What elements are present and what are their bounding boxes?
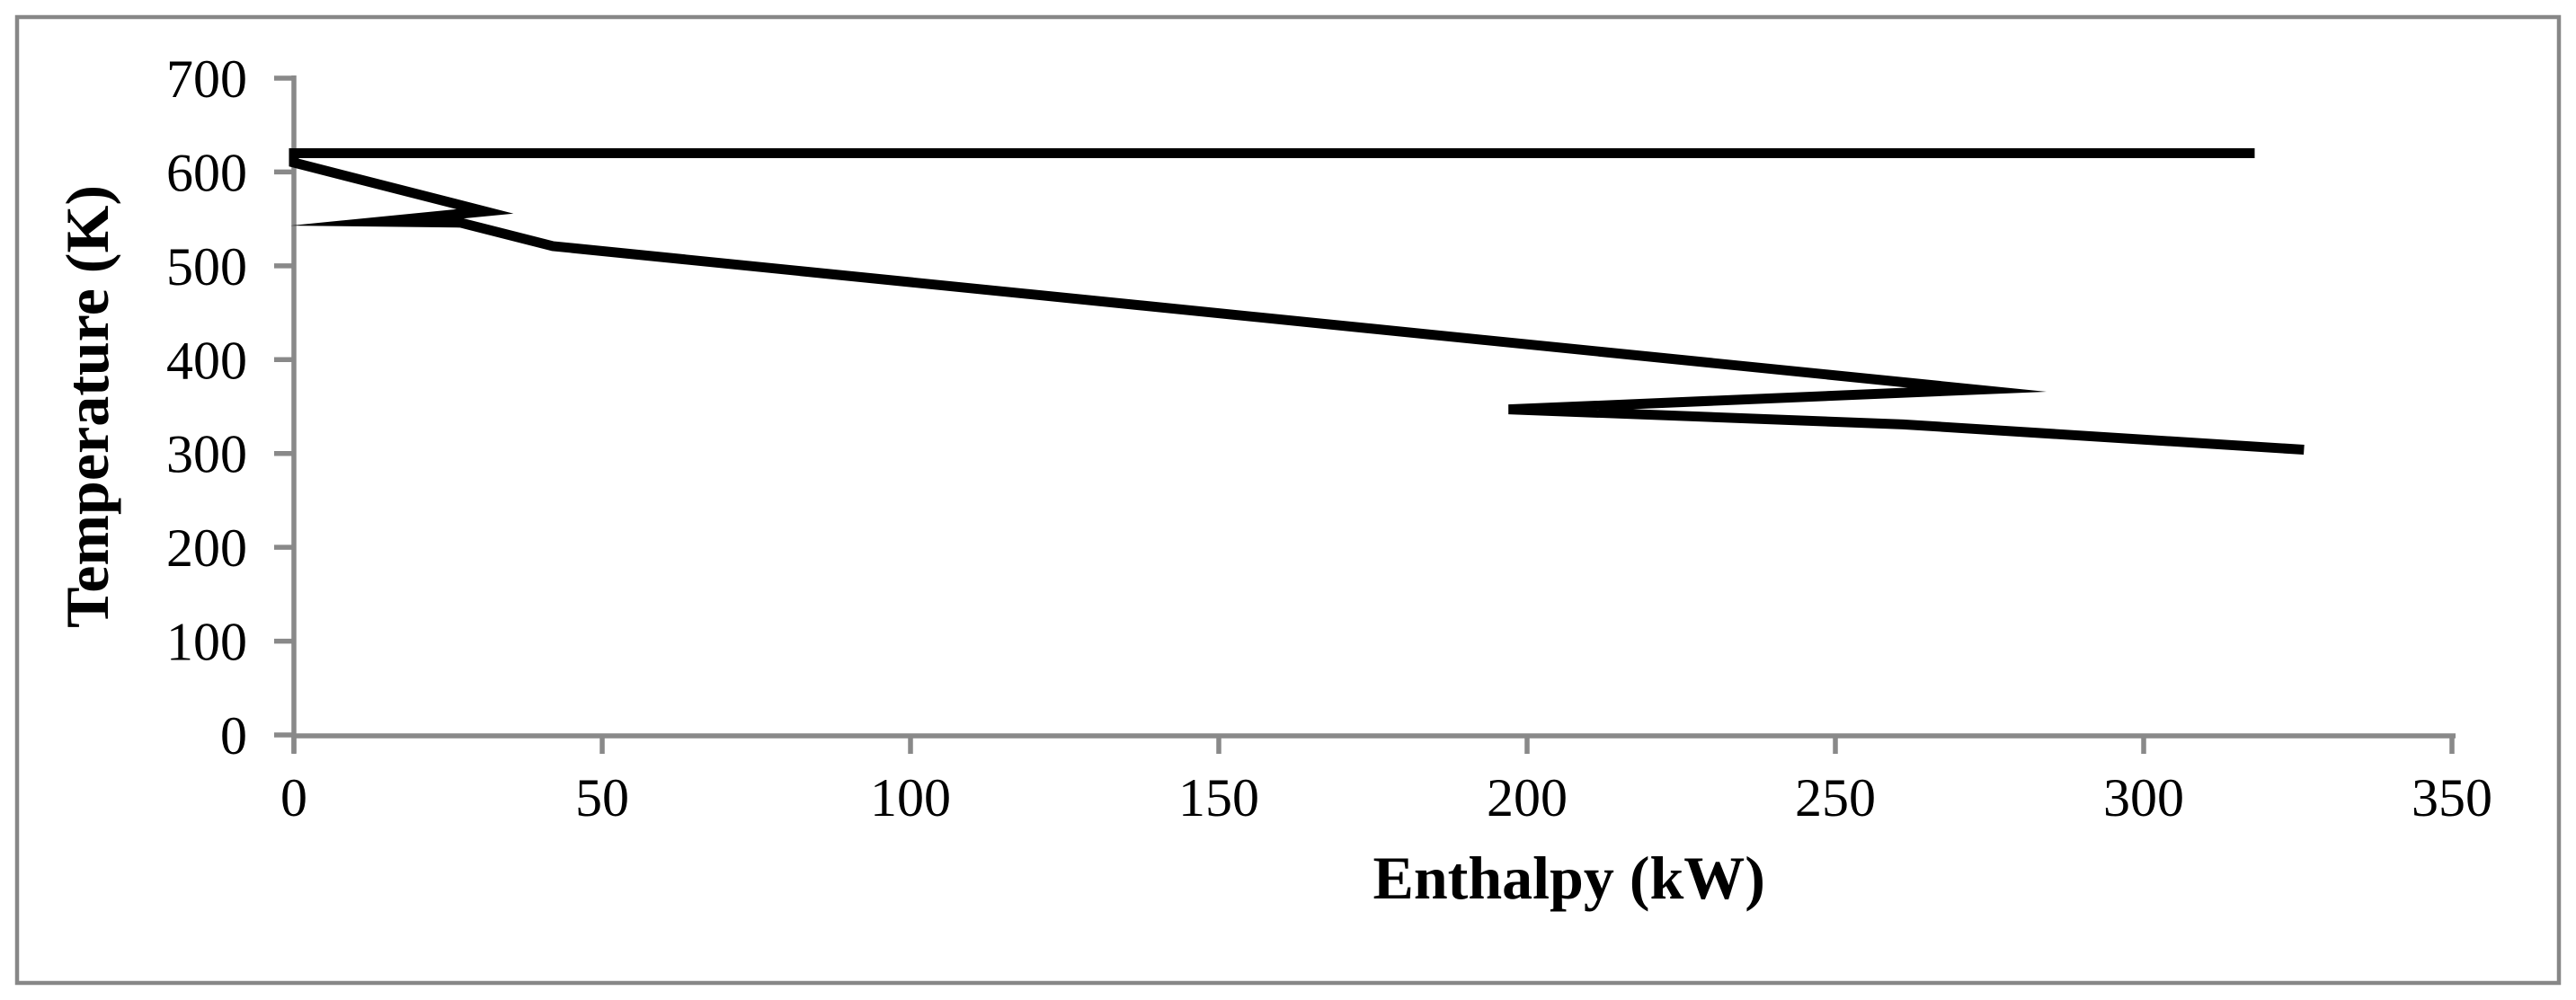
y-tick-label: 100	[166, 613, 247, 672]
y-tick-label: 0	[220, 706, 247, 765]
y-axis-title: Temperature (K)	[52, 185, 121, 628]
composite-curve-line	[289, 148, 2305, 456]
x-axis-title: Enthalpy (kW)	[1372, 844, 1765, 912]
y-tick-label: 400	[166, 331, 247, 390]
x-tick-label: 100	[870, 768, 951, 827]
x-tick-label: 50	[575, 768, 629, 827]
y-tick-label: 500	[166, 237, 247, 296]
figure-border	[14, 14, 2562, 986]
x-tick-label: 350	[2412, 768, 2492, 827]
y-tick-label: 600	[166, 143, 247, 202]
y-tick-label: 200	[166, 518, 247, 578]
x-tick-label: 300	[2103, 768, 2184, 827]
x-tick-label: 200	[1487, 768, 1568, 827]
y-tick-label: 300	[166, 425, 247, 484]
y-tick-label: 700	[166, 49, 247, 109]
x-tick-label: 0	[280, 768, 307, 827]
x-tick-label: 250	[1795, 768, 1876, 827]
y-axis-title-wrap: Temperature (K)	[47, 78, 128, 735]
x-tick-label: 150	[1178, 768, 1259, 827]
